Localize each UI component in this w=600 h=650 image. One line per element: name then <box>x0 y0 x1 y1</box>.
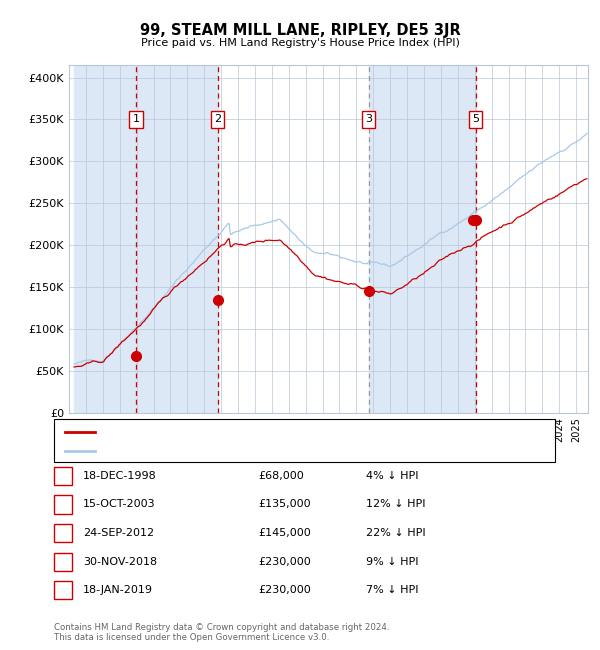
Text: £230,000: £230,000 <box>258 585 311 595</box>
Text: HPI: Average price, detached house, Amber Valley: HPI: Average price, detached house, Ambe… <box>100 446 362 456</box>
Text: Price paid vs. HM Land Registry's House Price Index (HPI): Price paid vs. HM Land Registry's House … <box>140 38 460 47</box>
Text: 4: 4 <box>59 556 67 567</box>
Text: 99, STEAM MILL LANE, RIPLEY, DE5 3JR (detached house): 99, STEAM MILL LANE, RIPLEY, DE5 3JR (de… <box>100 427 396 437</box>
Text: Contains HM Land Registry data © Crown copyright and database right 2024.
This d: Contains HM Land Registry data © Crown c… <box>54 623 389 642</box>
Text: 24-SEP-2012: 24-SEP-2012 <box>83 528 154 538</box>
Text: 22% ↓ HPI: 22% ↓ HPI <box>366 528 425 538</box>
Bar <box>74 65 218 413</box>
Text: 1: 1 <box>59 471 67 481</box>
Text: £230,000: £230,000 <box>258 556 311 567</box>
Text: 3: 3 <box>365 114 372 124</box>
Text: £135,000: £135,000 <box>258 499 311 510</box>
Text: 5: 5 <box>59 585 67 595</box>
Text: £68,000: £68,000 <box>258 471 304 481</box>
Text: 99, STEAM MILL LANE, RIPLEY, DE5 3JR: 99, STEAM MILL LANE, RIPLEY, DE5 3JR <box>140 23 460 38</box>
Text: 1: 1 <box>133 114 139 124</box>
Text: 18-JAN-2019: 18-JAN-2019 <box>83 585 153 595</box>
Text: 30-NOV-2018: 30-NOV-2018 <box>83 556 157 567</box>
Bar <box>369 65 476 413</box>
Text: 4% ↓ HPI: 4% ↓ HPI <box>366 471 419 481</box>
Text: 5: 5 <box>472 114 479 124</box>
Text: 9% ↓ HPI: 9% ↓ HPI <box>366 556 419 567</box>
Text: 12% ↓ HPI: 12% ↓ HPI <box>366 499 425 510</box>
Text: 2: 2 <box>59 499 67 510</box>
Text: 15-OCT-2003: 15-OCT-2003 <box>83 499 155 510</box>
Text: £145,000: £145,000 <box>258 528 311 538</box>
Text: 7% ↓ HPI: 7% ↓ HPI <box>366 585 419 595</box>
Text: 18-DEC-1998: 18-DEC-1998 <box>83 471 157 481</box>
Text: 2: 2 <box>214 114 221 124</box>
Text: 3: 3 <box>59 528 67 538</box>
